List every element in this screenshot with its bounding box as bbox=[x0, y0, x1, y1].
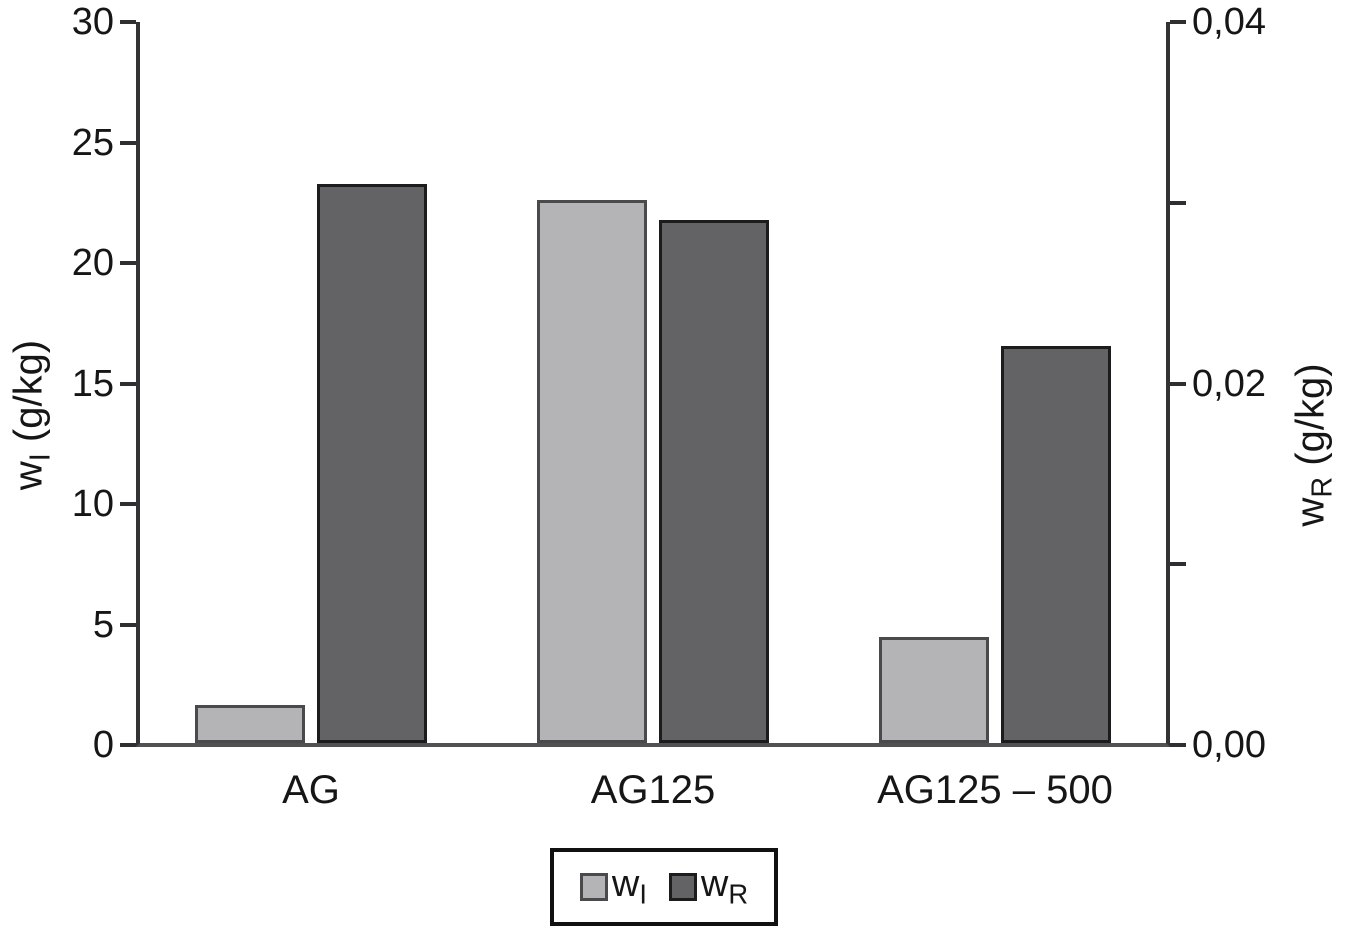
left-axis-tick bbox=[120, 381, 136, 386]
left-axis-tick bbox=[120, 20, 136, 24]
left-axis-tick-label: 10 bbox=[71, 483, 114, 525]
right-axis-title-sub: R bbox=[1306, 476, 1339, 498]
right-axis-tick-label: 0,02 bbox=[1192, 362, 1266, 405]
left-axis-tick bbox=[120, 261, 136, 265]
left-axis-title: wI (g/kg) bbox=[6, 340, 57, 490]
right-axis-tick bbox=[1170, 562, 1186, 567]
bar-wR-ag125 bbox=[659, 220, 769, 743]
plot-area bbox=[136, 22, 1170, 747]
category-label-ag125-500: AG125 – 500 bbox=[877, 768, 1113, 812]
category-label-ag: AG bbox=[282, 768, 340, 812]
left-axis-tick-label: 0 bbox=[92, 724, 114, 766]
bar-wI-ag125 bbox=[537, 200, 647, 743]
legend-item-wI: wI bbox=[579, 863, 647, 911]
right-axis-tick bbox=[1170, 200, 1186, 205]
legend: wI wR bbox=[550, 848, 778, 926]
legend-label-wI: wI bbox=[611, 863, 647, 910]
legend-label-wR: wR bbox=[700, 863, 749, 910]
right-axis-tick bbox=[1170, 743, 1186, 747]
legend-swatch-wI bbox=[579, 873, 608, 901]
left-axis-tick bbox=[120, 502, 136, 506]
category-label-ag125: AG125 bbox=[590, 768, 716, 812]
left-axis-tick-label: 30 bbox=[71, 1, 114, 43]
left-axis-title-units: (g/kg) bbox=[6, 339, 51, 454]
bar-wR-ag bbox=[317, 184, 427, 743]
right-axis-tick-label: 0,00 bbox=[1192, 724, 1266, 766]
right-axis-tick bbox=[1170, 381, 1186, 386]
right-axis-title-units: (g/kg) bbox=[1288, 363, 1333, 477]
right-axis-title: wR (g/kg) bbox=[1288, 363, 1339, 526]
right-axis-tick-label: 0,04 bbox=[1192, 1, 1266, 43]
left-axis-tick bbox=[120, 743, 136, 747]
bar-wR-ag125-500 bbox=[1001, 346, 1111, 743]
left-axis-tick bbox=[120, 622, 136, 627]
left-axis-tick-label: 15 bbox=[71, 362, 114, 405]
left-axis-tick bbox=[120, 140, 136, 145]
left-axis-tick-label: 25 bbox=[71, 121, 114, 164]
legend-item-wR: wR bbox=[668, 863, 749, 911]
bar-wI-ag125-500 bbox=[879, 637, 989, 743]
left-axis-tick-label: 5 bbox=[92, 603, 114, 646]
left-axis-title-base: w bbox=[6, 461, 51, 491]
bar-wI-ag bbox=[195, 705, 305, 743]
left-axis-tick-label: 20 bbox=[71, 242, 114, 284]
right-axis-title-base: w bbox=[1288, 497, 1333, 527]
legend-swatch-wR bbox=[668, 873, 697, 901]
right-axis-tick bbox=[1170, 20, 1186, 24]
left-axis-title-sub: I bbox=[24, 453, 57, 462]
